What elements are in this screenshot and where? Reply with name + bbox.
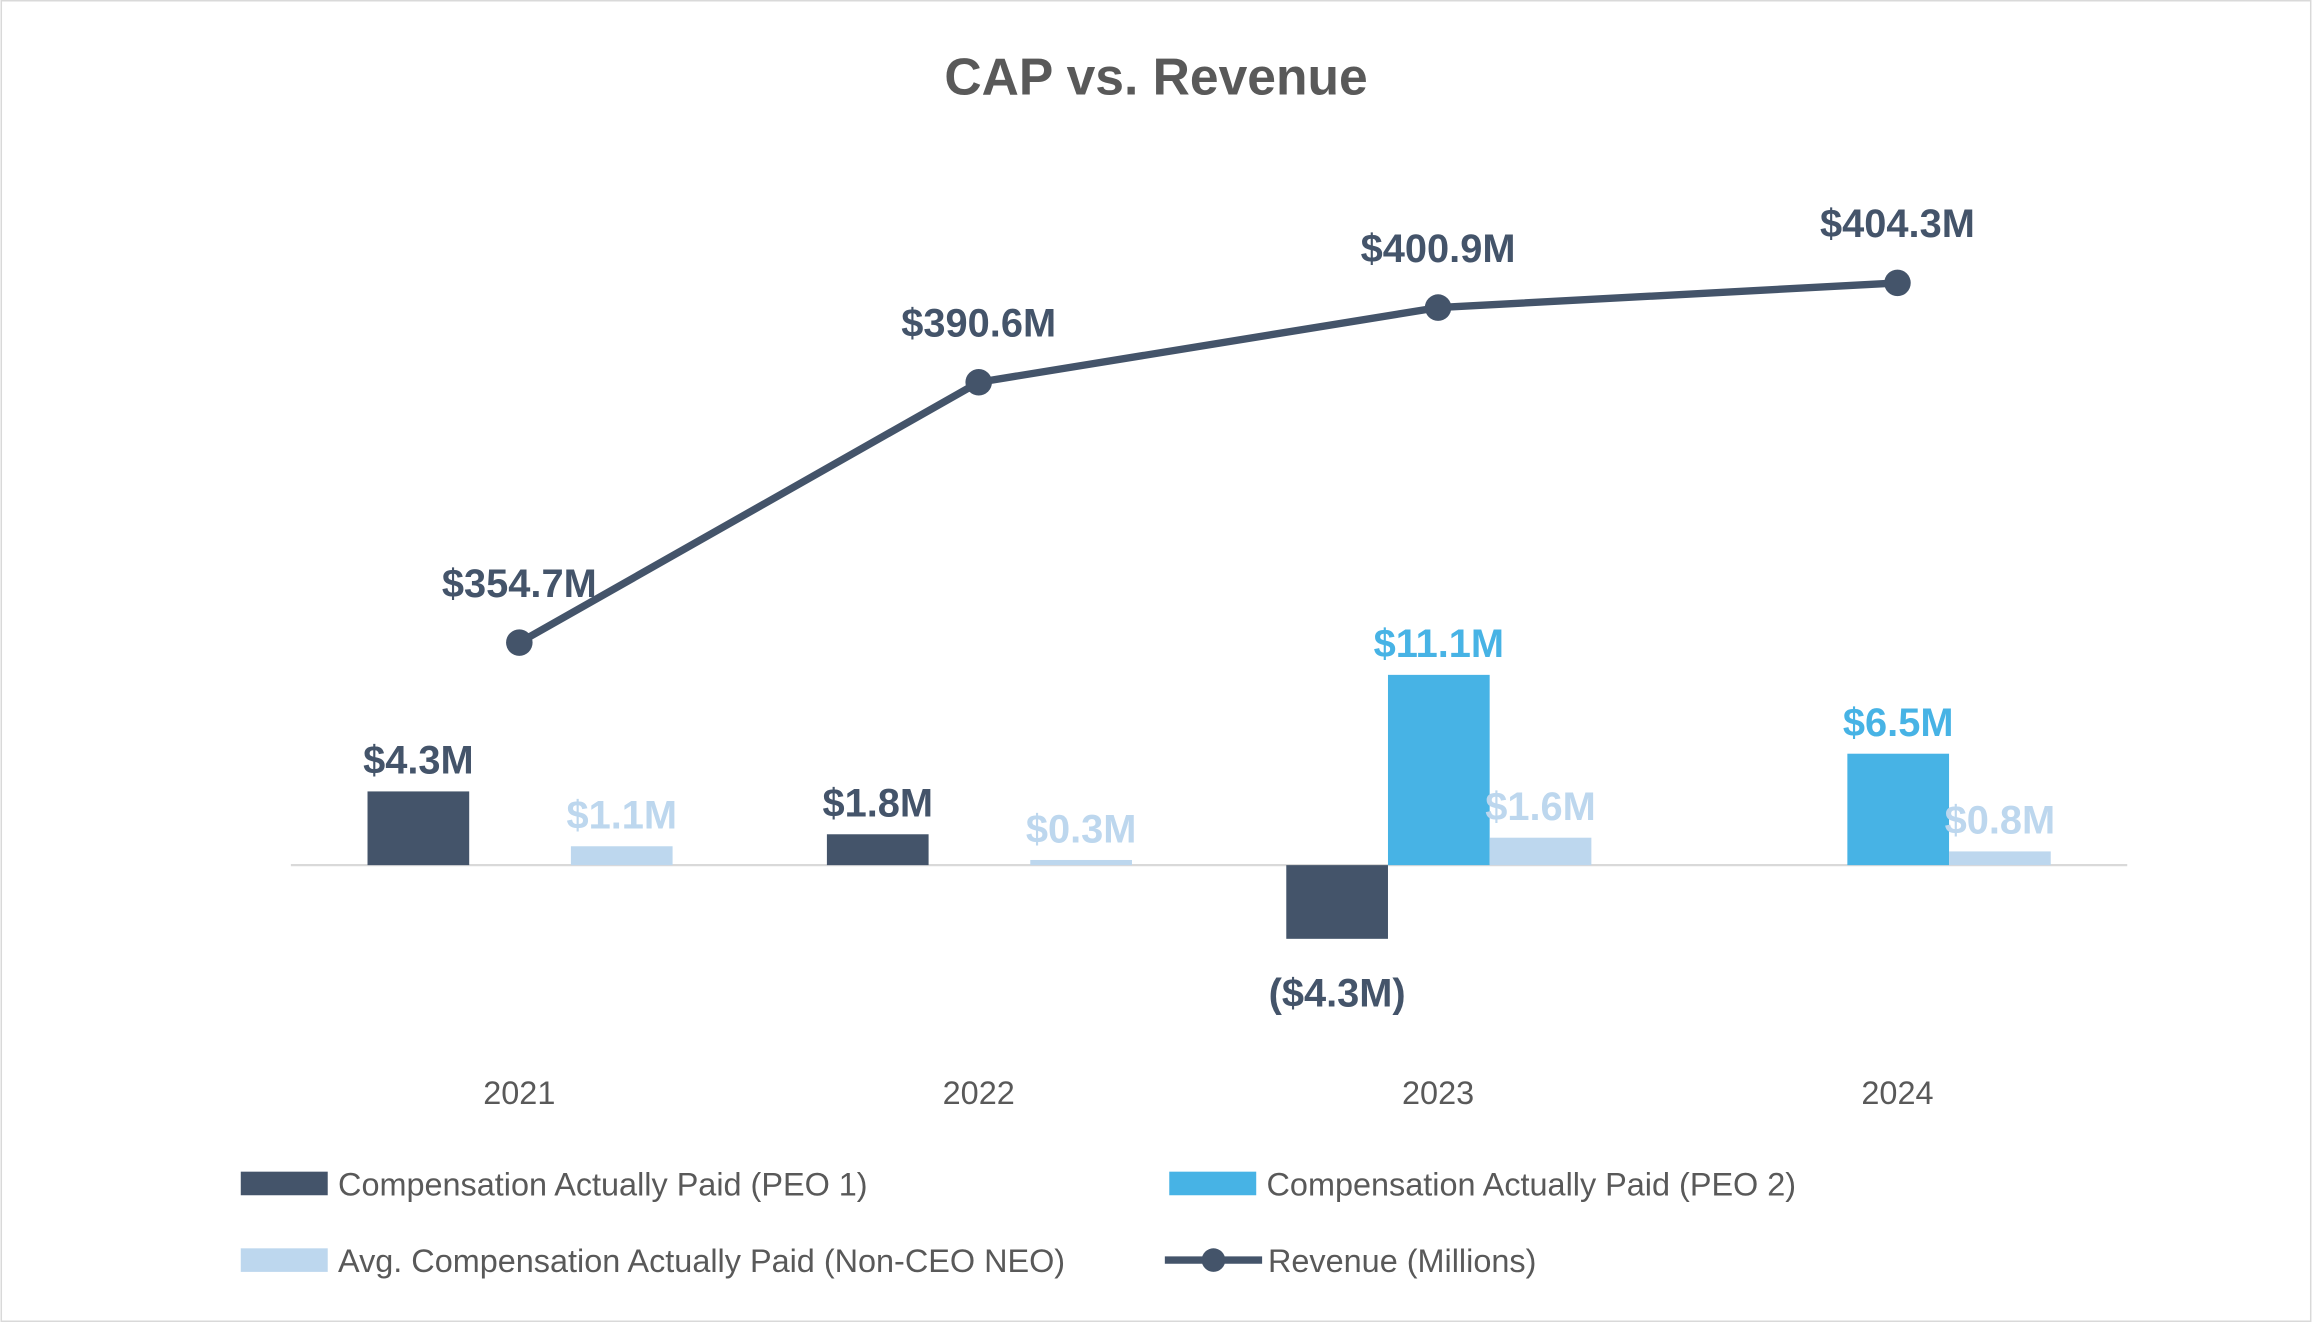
data-label: $1.1M — [566, 794, 677, 838]
legend-item: Avg. Compensation Actually Paid (Non-CEO… — [240, 1243, 1065, 1279]
x-tick-label: 2021 — [483, 1075, 555, 1111]
revenue-point-2023 — [1424, 294, 1452, 321]
legend-label: Revenue (Millions) — [1268, 1243, 1536, 1279]
revenue-point-2022 — [965, 368, 992, 396]
bar-2024-s2 — [1949, 851, 2051, 866]
data-label: $1.6M — [1485, 785, 1596, 829]
revenue-line — [517, 279, 1898, 646]
data-label: $4.3M — [363, 739, 474, 783]
legend-swatch — [240, 1248, 328, 1272]
bar-2023-s2 — [1489, 837, 1592, 866]
bar-2022-s2 — [1030, 859, 1132, 866]
legend-swatch — [240, 1171, 328, 1196]
bar-2021-s2 — [570, 846, 673, 866]
data-label: $11.1M — [1374, 622, 1505, 666]
x-tick-label: 2023 — [1402, 1075, 1474, 1111]
data-label: $0.3M — [1026, 807, 1137, 851]
legend-label: Avg. Compensation Actually Paid (Non-CEO… — [338, 1243, 1065, 1279]
revenue-label: $354.7M — [442, 562, 597, 606]
legend-item: Revenue (Millions) — [1164, 1243, 1536, 1279]
legend-item: Compensation Actually Paid (PEO 1) — [240, 1166, 868, 1202]
revenue-point-2021 — [506, 629, 533, 656]
chart-title: CAP vs. Revenue — [944, 47, 1367, 105]
bar-2023-s0 — [1286, 865, 1388, 939]
legend-label: Compensation Actually Paid (PEO 1) — [338, 1166, 868, 1202]
legend-swatch — [1169, 1171, 1257, 1196]
data-label: ($4.3M) — [1269, 972, 1406, 1016]
x-tick-label: 2022 — [943, 1075, 1015, 1111]
bar-2022-s0 — [826, 834, 929, 866]
data-label: $0.8M — [1945, 799, 2056, 843]
bar-2024-s1 — [1847, 753, 1950, 866]
data-label: $6.5M — [1843, 701, 1954, 745]
legend-label: Compensation Actually Paid (PEO 2) — [1267, 1166, 1797, 1202]
legend-item: Compensation Actually Paid (PEO 2) — [1169, 1166, 1796, 1202]
revenue-point-2024 — [1884, 269, 1911, 297]
revenue-label: $390.6M — [901, 302, 1056, 346]
revenue-label: $404.3M — [1820, 202, 1975, 246]
x-tick-label: 2024 — [1861, 1075, 1933, 1111]
revenue-label: $400.9M — [1361, 227, 1516, 271]
data-label: $1.8M — [822, 782, 933, 826]
bar-2023-s1 — [1387, 674, 1490, 866]
legend-marker — [1201, 1248, 1226, 1272]
bar-2021-s0 — [367, 791, 470, 866]
